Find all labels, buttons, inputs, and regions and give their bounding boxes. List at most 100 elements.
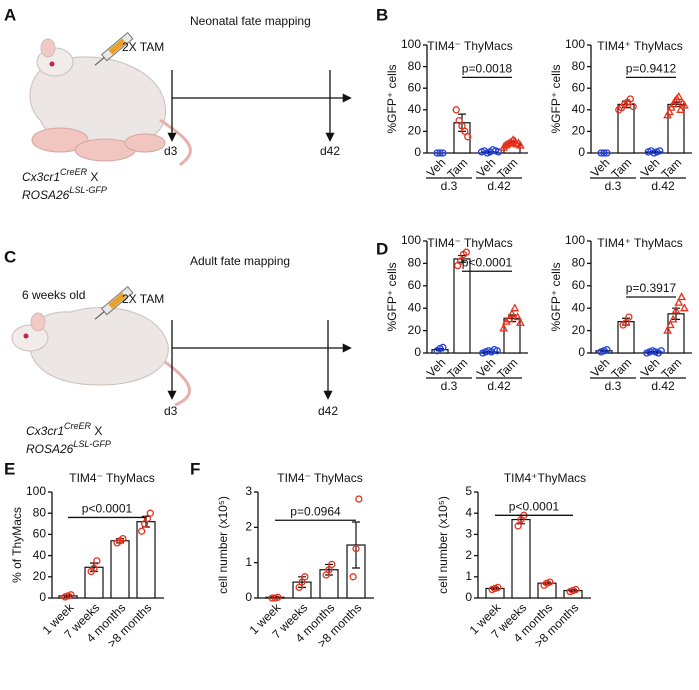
data-point xyxy=(656,147,664,155)
data-point xyxy=(510,303,520,312)
y-tick-label: 0 xyxy=(465,590,472,604)
panel-letter: A xyxy=(4,5,16,24)
data-point xyxy=(514,522,522,530)
y-tick-label: 100 xyxy=(401,233,421,247)
data-point xyxy=(452,106,460,114)
data-point xyxy=(504,314,514,323)
data-point xyxy=(657,347,665,355)
data-point xyxy=(352,544,360,553)
age-label: 6 weeks old xyxy=(22,288,85,302)
y-tick-label: 40 xyxy=(572,102,586,116)
data-point xyxy=(516,317,525,326)
group-label: d.3 xyxy=(605,179,622,193)
data-point xyxy=(461,127,469,136)
p-value-label: p<0.0001 xyxy=(462,255,513,269)
data-point xyxy=(676,104,686,113)
bar xyxy=(453,258,471,354)
data-point xyxy=(146,509,154,517)
data-point xyxy=(436,149,444,157)
y-tick-label: 20 xyxy=(408,124,422,138)
y-tick-label: 40 xyxy=(33,548,47,562)
data-point xyxy=(508,135,518,144)
data-point xyxy=(140,520,149,528)
panel-letter: F xyxy=(190,459,200,478)
panel-letter: B xyxy=(376,5,388,24)
group-label: d.3 xyxy=(441,179,458,193)
y-axis-label: %GFP⁺ cells xyxy=(385,64,399,133)
chart-title: TIM4⁻ ThyMacs xyxy=(277,471,362,485)
data-point xyxy=(677,292,686,301)
chart-title: TIM4⁻ ThyMacs xyxy=(69,471,154,485)
panel-letter: E xyxy=(4,459,15,478)
y-tick-label: 0 xyxy=(578,345,585,359)
data-point xyxy=(328,560,336,569)
data-point xyxy=(668,314,678,323)
timepoint-label: d42 xyxy=(320,144,340,158)
data-point xyxy=(90,564,98,572)
data-point xyxy=(138,527,146,535)
genotype-base: Cx3cr1 xyxy=(26,424,64,438)
data-point xyxy=(456,257,465,265)
y-tick-label: 80 xyxy=(33,505,47,519)
genotype-sup: CreER xyxy=(60,167,88,177)
y-axis-label: cell number (x10⁵) xyxy=(436,496,450,594)
data-point xyxy=(512,139,522,148)
x-tick-label: Veh xyxy=(638,355,663,380)
mouse-illustration xyxy=(11,285,191,407)
bar xyxy=(110,540,130,599)
data-point xyxy=(665,107,674,116)
timepoint-label: d3 xyxy=(164,144,178,158)
genotype-label: Cx3cr1CreER X xyxy=(26,421,102,438)
y-axis-label: %GFP⁺ cells xyxy=(549,262,563,331)
error-bar xyxy=(650,350,658,354)
y-tick-label: 80 xyxy=(572,59,586,73)
y-tick-label: 60 xyxy=(408,278,422,292)
genotype-sup: LSL-GFP xyxy=(69,185,107,195)
genotype-suffix: X xyxy=(91,424,102,438)
y-tick-label: 0 xyxy=(414,145,421,159)
genotype-sup: CreER xyxy=(64,421,92,431)
y-tick-label: 60 xyxy=(408,80,422,94)
group-label: d.3 xyxy=(441,379,458,393)
y-tick-label: 20 xyxy=(572,124,586,138)
treatment-label: 2X TAM xyxy=(122,40,164,54)
data-point xyxy=(674,91,684,100)
data-point xyxy=(119,534,127,543)
genotype-base: ROSA26 xyxy=(22,188,70,202)
data-point xyxy=(464,133,472,141)
data-point xyxy=(494,148,503,156)
y-tick-label: 0 xyxy=(414,345,421,359)
y-tick-label: 40 xyxy=(408,300,422,314)
group-label: d.42 xyxy=(651,379,675,393)
p-value-label: p=0.0964 xyxy=(290,504,341,518)
data-point xyxy=(301,573,309,581)
chart-title: TIM4⁻ ThyMacs xyxy=(427,39,512,53)
bar xyxy=(511,518,531,599)
y-tick-label: 80 xyxy=(408,256,422,270)
chart-title: TIM4⁺ThyMacs xyxy=(504,471,586,485)
genotype-label: ROSA26LSL-GFP xyxy=(22,185,107,202)
data-point xyxy=(494,583,502,592)
timepoint-label: d3 xyxy=(164,404,178,418)
y-tick-label: 20 xyxy=(33,569,47,583)
genotype-base: ROSA26 xyxy=(26,442,74,456)
y-axis-label: %GFP⁺ cells xyxy=(549,64,563,133)
data-point xyxy=(143,514,152,523)
panel-letter: D xyxy=(376,239,388,258)
y-tick-label: 80 xyxy=(408,59,422,73)
data-point xyxy=(295,583,303,592)
data-point xyxy=(67,591,75,599)
data-point xyxy=(603,149,611,157)
panel-title: Neonatal fate mapping xyxy=(190,14,311,28)
y-tick-label: 0 xyxy=(245,590,252,604)
y-tick-label: 100 xyxy=(565,233,585,247)
data-point xyxy=(666,320,675,329)
y-axis-label: %GFP⁺ cells xyxy=(385,262,399,331)
data-point xyxy=(680,100,689,109)
data-point xyxy=(271,594,279,602)
data-point xyxy=(93,557,101,565)
y-tick-label: 60 xyxy=(572,80,586,94)
data-point xyxy=(513,312,522,321)
data-point xyxy=(499,323,508,332)
